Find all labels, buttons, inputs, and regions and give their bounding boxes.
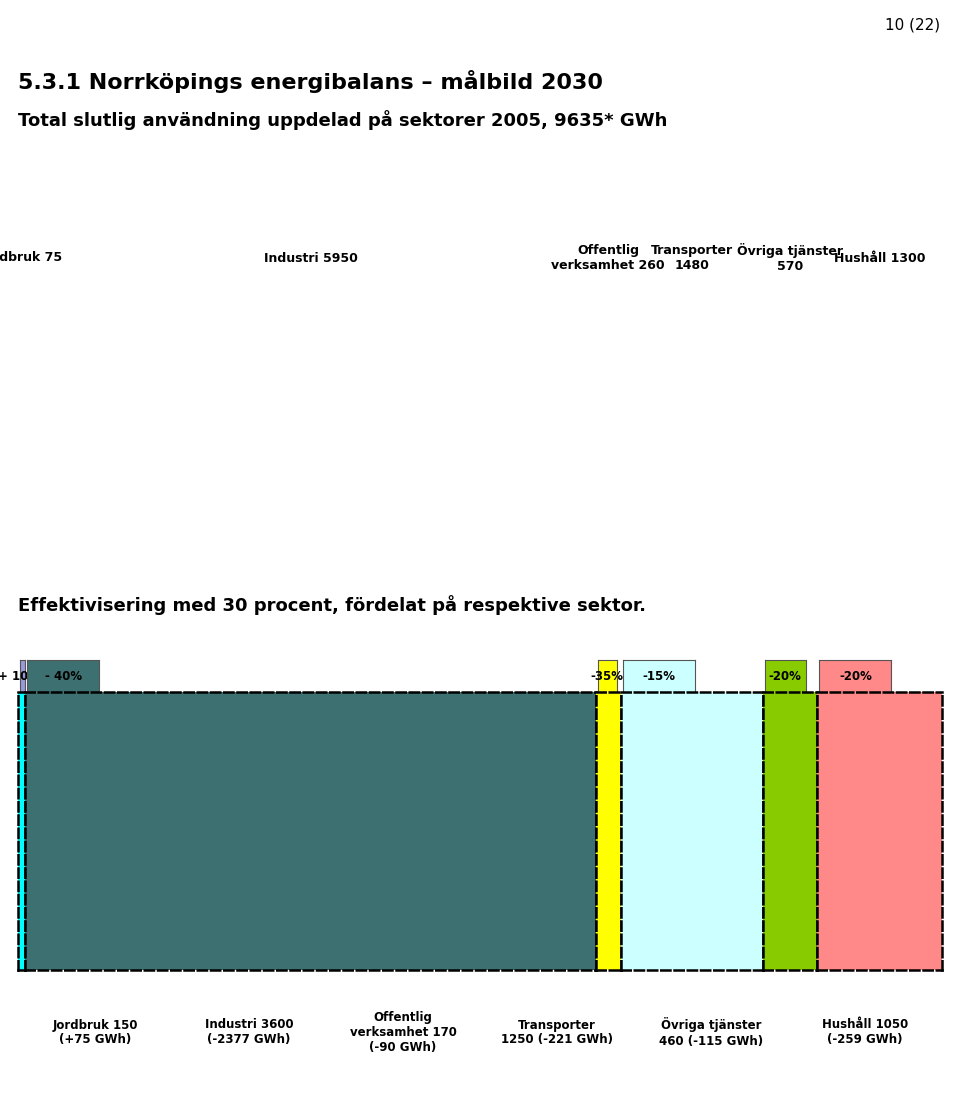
Text: Industri 3600
(-2377 GWh): Industri 3600 (-2377 GWh) [204,1018,294,1047]
Text: Offentlig
verksamhet 260: Offentlig verksamhet 260 [551,244,665,272]
Text: -20%: -20% [769,670,802,682]
Text: Offentlig
verksamhet 170
(-90 GWh): Offentlig verksamhet 170 (-90 GWh) [349,1011,456,1054]
Text: 10 (22): 10 (22) [885,18,940,33]
Text: -20%: -20% [839,670,872,682]
Text: -15%: -15% [642,670,675,682]
Text: Effektivisering med 30 procent, fördelat på respektive sektor.: Effektivisering med 30 procent, fördelat… [18,595,646,615]
Text: Övriga tjänster
570: Övriga tjänster 570 [737,244,843,273]
Text: Hushåll 1050
(-259 GWh): Hushåll 1050 (-259 GWh) [822,1018,908,1047]
Text: Transporter
1250 (-221 GWh): Transporter 1250 (-221 GWh) [501,1018,613,1047]
Text: Övriga tjänster
460 (-115 GWh): Övriga tjänster 460 (-115 GWh) [659,1017,763,1048]
Text: Jordbruk 75: Jordbruk 75 [0,251,62,264]
Text: 5.3.1 Norrköpings energibalans – målbild 2030: 5.3.1 Norrköpings energibalans – målbild… [18,71,603,93]
Text: Industri 5950: Industri 5950 [264,251,357,264]
Text: Transporter
1480: Transporter 1480 [651,244,732,272]
Text: Jordbruk 150
(+75 GWh): Jordbruk 150 (+75 GWh) [52,1018,137,1047]
Text: + 100%: + 100% [0,670,48,682]
Text: Hushåll 1300: Hushåll 1300 [834,251,925,264]
Text: -35%: -35% [590,670,624,682]
Text: - 40%: - 40% [44,670,82,682]
Text: Total slutlig användning uppdelad på sektorer 2005, 9635* GWh: Total slutlig användning uppdelad på sek… [18,110,667,130]
